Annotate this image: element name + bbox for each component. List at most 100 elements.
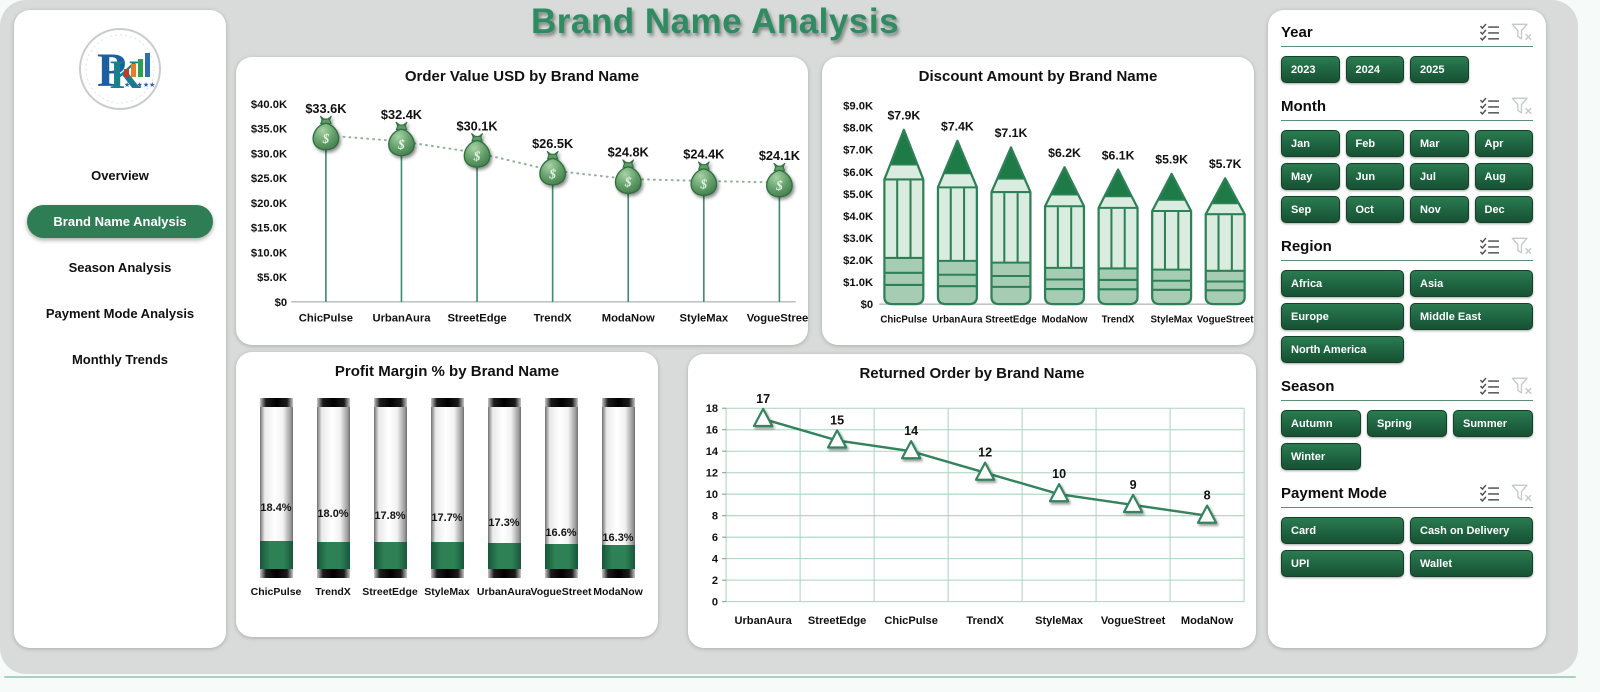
pencil-bar <box>1097 168 1139 306</box>
x-axis-label: StyleMax <box>1035 615 1084 627</box>
slicer-option-north-america[interactable]: North America <box>1281 336 1404 363</box>
slicer-option-africa[interactable]: Africa <box>1281 270 1404 297</box>
sidebar-item-brand-name-analysis[interactable]: Brand Name Analysis <box>27 205 213 238</box>
tube-bar: 16.3% ModaNow <box>590 398 646 600</box>
chart-title: Order Value USD by Brand Name <box>404 68 640 85</box>
pencil-bar <box>990 146 1032 306</box>
svg-text:P: P <box>97 44 126 97</box>
clear-filter-icon-wrap[interactable] <box>1510 22 1533 42</box>
sidebar-item-overview[interactable]: Overview <box>91 168 149 183</box>
data-label: 14 <box>904 424 918 438</box>
data-label: 16.3% <box>602 532 634 544</box>
slicer-option-cash-on-delivery[interactable]: Cash on Delivery <box>1410 517 1533 544</box>
tube-cap <box>316 569 350 578</box>
select-all-icon[interactable] <box>1479 23 1500 42</box>
tube-cap <box>259 569 293 578</box>
slicer-divider <box>1281 46 1533 47</box>
brand-logo: P K ★★★★★ <box>79 28 161 110</box>
slicer-option-apr[interactable]: Apr <box>1474 130 1533 157</box>
select-all-icon[interactable] <box>1479 484 1500 503</box>
select-all-icon-wrap[interactable] <box>1479 484 1500 503</box>
tube-fill <box>487 543 521 569</box>
page-title: Brand Name Analysis <box>530 2 900 41</box>
tube-cap <box>316 398 350 407</box>
slicer-option-europe[interactable]: Europe <box>1281 303 1404 330</box>
select-all-icon-wrap[interactable] <box>1479 237 1500 256</box>
tube-bar: 18.0% TrendX <box>305 398 361 600</box>
clear-filter-icon-wrap[interactable] <box>1510 96 1533 116</box>
slicer-option-winter[interactable]: Winter <box>1281 443 1361 470</box>
slicer-option-autumn[interactable]: Autumn <box>1281 410 1361 437</box>
data-label: 10 <box>1052 467 1066 481</box>
x-axis-label: StreetEdge <box>362 586 418 598</box>
slicer-option-nov[interactable]: Nov <box>1410 196 1469 223</box>
y-axis-tick: 4 <box>712 554 719 566</box>
x-axis-label: VogueStreet <box>1101 615 1166 627</box>
x-axis-label: TrendX <box>534 312 573 324</box>
y-axis-tick: $20.0K <box>251 198 287 210</box>
y-axis-tick: $1.0K <box>843 277 874 289</box>
clear-filter-icon[interactable] <box>1510 236 1533 256</box>
x-axis-label: StreetEdge <box>808 615 867 627</box>
sidebar-item-season-analysis[interactable]: Season Analysis <box>68 260 172 275</box>
x-axis-label: UrbanAura <box>734 615 792 627</box>
slicer-option-2025[interactable]: 2025 <box>1410 56 1469 83</box>
sidebar-item-payment-mode-analysis[interactable]: Payment Mode Analysis <box>45 306 195 321</box>
data-label: 18.0% <box>317 508 349 520</box>
svg-text:$: $ <box>775 178 783 193</box>
slicer-option-jul[interactable]: Jul <box>1410 163 1469 190</box>
clear-filter-icon-wrap[interactable] <box>1510 483 1533 503</box>
slicer-option-dec[interactable]: Dec <box>1474 196 1533 223</box>
data-label: $5.9K <box>1155 153 1188 167</box>
select-all-icon[interactable] <box>1479 237 1500 256</box>
y-axis-tick: $30.0K <box>251 148 287 160</box>
slicer-option-card[interactable]: Card <box>1281 517 1404 544</box>
x-axis-label: ChicPulse <box>250 586 302 598</box>
slicer-option-jun[interactable]: Jun <box>1345 163 1404 190</box>
slicer-option-2023[interactable]: 2023 <box>1281 56 1340 83</box>
slicer-option-upi[interactable]: UPI <box>1281 550 1404 577</box>
slicer-option-sep[interactable]: Sep <box>1281 196 1340 223</box>
x-axis-label: UrbanAura <box>932 315 983 326</box>
select-all-icon[interactable] <box>1479 97 1500 116</box>
sidebar-nav: Overview Brand Name Analysis Season Analys… <box>14 159 226 376</box>
slicer-option-aug[interactable]: Aug <box>1474 163 1533 190</box>
slicer-option-may[interactable]: May <box>1281 163 1340 190</box>
data-label: 9 <box>1130 478 1137 492</box>
money-bag-icon: $ <box>388 121 415 157</box>
x-axis-label: ChicPulse <box>880 315 928 326</box>
slicer-option-jan[interactable]: Jan <box>1281 130 1340 157</box>
select-all-icon-wrap[interactable] <box>1479 377 1500 396</box>
slicer-option-summer[interactable]: Summer <box>1453 410 1533 437</box>
y-axis-tick: $35.0K <box>251 124 287 136</box>
x-axis-label: ModaNow <box>1181 615 1234 627</box>
tube-cap <box>487 569 521 578</box>
slicer-option-mar[interactable]: Mar <box>1410 130 1469 157</box>
slicer-option-feb[interactable]: Feb <box>1345 130 1404 157</box>
slicer-option-spring[interactable]: Spring <box>1367 410 1447 437</box>
clear-filter-icon[interactable] <box>1510 22 1533 42</box>
slicer-option-middle-east[interactable]: Middle East <box>1410 303 1533 330</box>
select-all-icon-wrap[interactable] <box>1479 97 1500 116</box>
y-axis-tick: 2 <box>712 575 718 587</box>
money-bag-icon: $ <box>539 150 567 186</box>
x-axis-label: UrbanAura <box>476 586 532 598</box>
clear-filter-icon-wrap[interactable] <box>1510 236 1533 256</box>
slicer-option-asia[interactable]: Asia <box>1410 270 1533 297</box>
sidebar-item-monthly-trends[interactable]: Monthly Trends <box>71 352 169 367</box>
slicer-option-2024[interactable]: 2024 <box>1345 56 1404 83</box>
clear-filter-icon-wrap[interactable] <box>1510 376 1533 396</box>
select-all-icon-wrap[interactable] <box>1479 23 1500 42</box>
slicer-option-wallet[interactable]: Wallet <box>1410 550 1533 577</box>
clear-filter-icon[interactable] <box>1510 483 1533 503</box>
tube-bar: 17.7% StyleMax <box>419 398 475 600</box>
select-all-icon[interactable] <box>1479 377 1500 396</box>
y-axis-tick: $5.0K <box>257 272 287 284</box>
y-axis-tick: 6 <box>712 532 718 544</box>
clear-filter-icon[interactable] <box>1510 376 1533 396</box>
slicer-option-oct[interactable]: Oct <box>1345 196 1404 223</box>
data-label: 15 <box>830 413 844 427</box>
x-axis-label: UrbanAura <box>372 312 431 324</box>
y-axis-tick: $8.0K <box>843 123 874 135</box>
clear-filter-icon[interactable] <box>1510 96 1533 116</box>
